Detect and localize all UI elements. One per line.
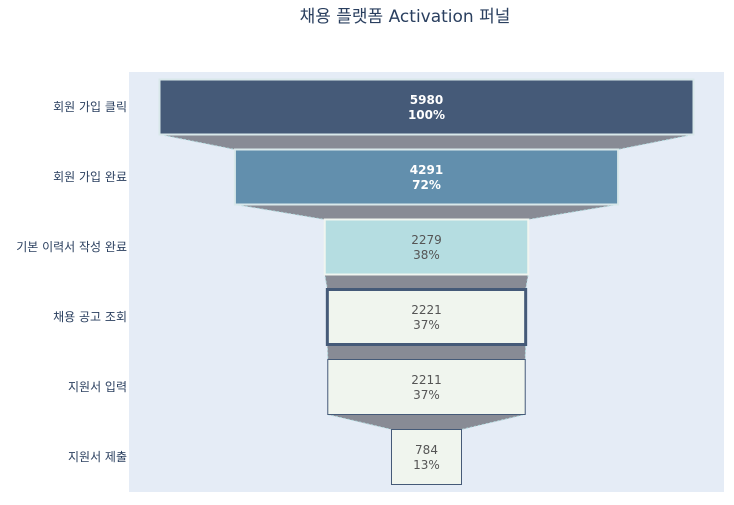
funnel-bar[interactable] <box>390 429 463 485</box>
bar-percent-label: 37% <box>413 318 440 332</box>
funnel-bar[interactable] <box>233 148 620 206</box>
bar-percent-label: 13% <box>413 458 440 472</box>
bar-percent-label: 37% <box>413 388 440 402</box>
funnel-connector <box>234 204 619 220</box>
funnel-connector <box>327 414 526 430</box>
bar-percent-label: 100% <box>408 108 445 122</box>
stage-label: 회원 가입 클릭 <box>53 100 127 114</box>
stage-label: 회원 가입 완료 <box>53 170 127 184</box>
stage-label: 채용 공고 조회 <box>53 310 127 324</box>
stage-label: 기본 이력서 작성 완료 <box>16 240 127 254</box>
stage-label: 지원서 입력 <box>68 380 127 394</box>
funnel-connector <box>159 134 694 150</box>
bar-value-label: 4291 <box>410 163 443 177</box>
bar-value-label: 2211 <box>411 373 442 387</box>
bar-value-label: 2279 <box>411 233 442 247</box>
bar-value-label: 2221 <box>411 303 442 317</box>
funnel-bar[interactable] <box>325 288 528 346</box>
funnel-bar[interactable] <box>327 359 526 415</box>
bar-percent-label: 38% <box>413 248 440 262</box>
bar-value-label: 5980 <box>410 93 443 107</box>
stage-label: 지원서 제출 <box>68 450 127 464</box>
funnel-connector <box>324 274 529 290</box>
bar-percent-label: 72% <box>412 178 441 192</box>
chart-title: 채용 플랫폼 Activation 퍼널 <box>300 7 511 27</box>
funnel-connector <box>326 344 527 360</box>
bar-value-label: 784 <box>415 443 438 457</box>
funnel-bar[interactable] <box>158 78 695 136</box>
funnel-bar[interactable] <box>323 218 530 276</box>
funnel-bars: 5980100%429172%227938%222137%221137%7841… <box>158 78 695 485</box>
funnel-connectors <box>159 134 694 430</box>
